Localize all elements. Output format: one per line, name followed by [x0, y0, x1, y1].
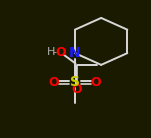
Text: O: O — [49, 76, 59, 89]
Text: O: O — [71, 83, 82, 96]
Text: N: N — [69, 46, 81, 60]
Text: S: S — [70, 75, 80, 89]
Text: H: H — [46, 47, 55, 57]
Text: -: - — [52, 47, 56, 57]
Text: O: O — [55, 46, 66, 59]
Text: O: O — [91, 76, 101, 89]
